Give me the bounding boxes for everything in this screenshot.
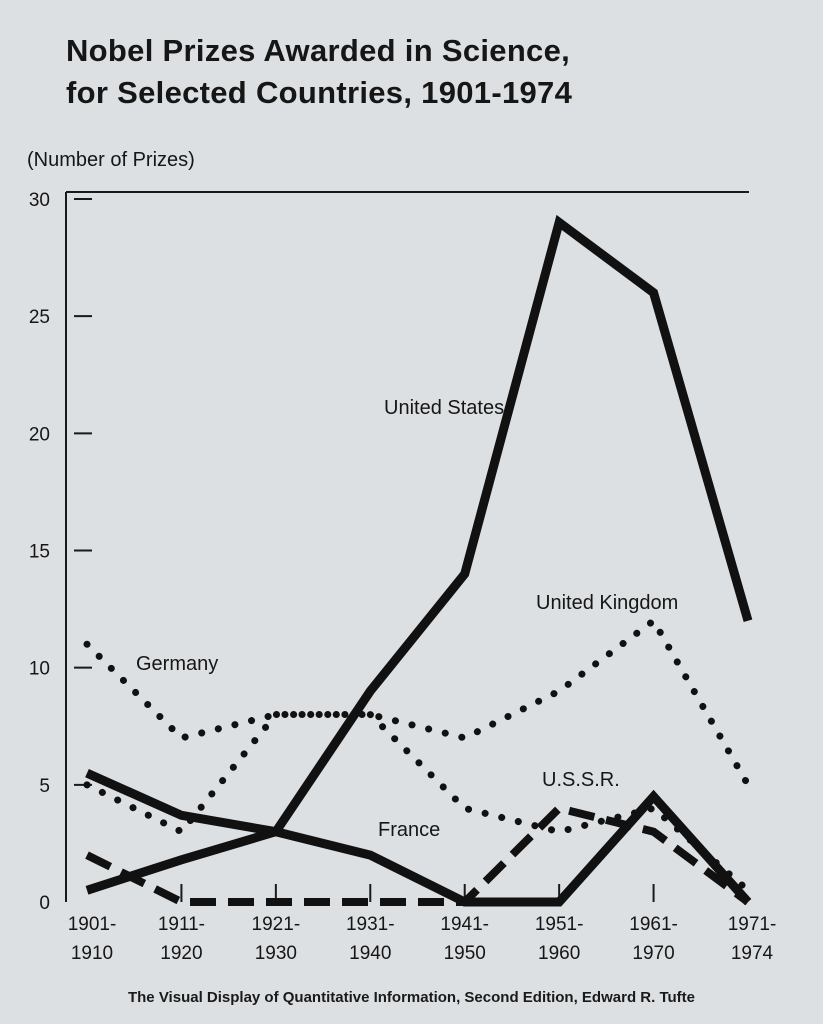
y-tick-label-20: 20 (29, 424, 50, 445)
chart-title-line-2: for Selected Countries, 1901-1974 (66, 75, 573, 110)
x-tick-label-6-line2: 1970 (632, 943, 674, 964)
y-axis-title: (Number of Prizes) (27, 149, 195, 171)
x-tick-label-0-line1: 1901- (68, 914, 117, 935)
series-label-u-s-s-r: U.S.S.R. (542, 769, 620, 791)
x-tick-label-4-line1: 1941- (440, 914, 489, 935)
source-credit: The Visual Display of Quantitative Infor… (127, 989, 695, 1006)
x-tick-label-3-line1: 1931- (346, 914, 395, 935)
x-tick-label-1-line2: 1920 (160, 943, 202, 964)
series-line-france (85, 769, 752, 907)
x-tick-label-2-line1: 1921- (252, 914, 301, 935)
chart-title: Nobel Prizes Awarded in Science, for Sel… (66, 30, 572, 114)
y-tick-label-15: 15 (29, 542, 50, 563)
series-line-united-kingdom (83, 615, 752, 837)
point-germany-5 (558, 831, 560, 833)
x-tick-label-1-line1: 1911- (158, 914, 205, 935)
series-label-germany: Germany (136, 653, 218, 675)
point-germany-7 (747, 889, 749, 891)
y-tick-label-10: 10 (29, 659, 50, 680)
series-line-u-s-s-r (85, 803, 751, 906)
y-tick-label-5: 5 (39, 776, 50, 797)
chart-title-line-1: Nobel Prizes Awarded in Science, (66, 33, 571, 68)
y-tick-label-0: 0 (39, 893, 50, 914)
x-tick-label-4-line2: 1950 (444, 943, 486, 964)
series-label-united-kingdom: United Kingdom (536, 592, 678, 614)
point-united-kingdom-7 (747, 784, 749, 786)
x-tick-label-2-line2: 1930 (255, 943, 297, 964)
series-label-france: France (378, 819, 440, 841)
series-line-united-states (85, 214, 753, 895)
series-line-germany (83, 640, 752, 894)
x-tick-label-6-line1: 1961- (629, 914, 678, 935)
x-tick-label-3-line2: 1940 (349, 943, 391, 964)
x-tick-label-7-line2: 1974 (731, 943, 774, 964)
series-label-united-states: United States (384, 397, 504, 419)
point-u-s-s-r-5 (558, 807, 560, 809)
y-tick-label-25: 25 (29, 307, 50, 328)
x-tick-label-5-line2: 1960 (538, 943, 580, 964)
x-tick-label-7-line1: 1971- (728, 914, 777, 935)
y-tick-label-30: 30 (29, 190, 50, 211)
point-united-kingdom-5 (558, 690, 560, 692)
x-tick-label-5-line1: 1951- (535, 914, 584, 935)
x-tick-label-0-line2: 1910 (71, 943, 113, 964)
